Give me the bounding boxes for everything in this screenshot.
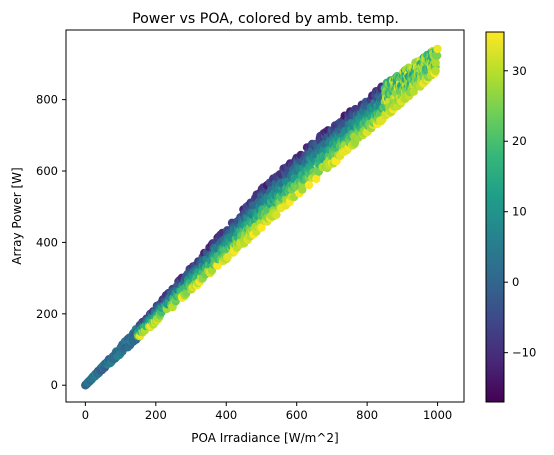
colorbar-tick-label: 30 [512,64,527,78]
scatter-point [431,66,440,76]
scatter-point [257,223,266,232]
x-tick-label: 1000 [423,408,452,422]
colorbar-tick-label: 20 [512,134,527,148]
x-axis-label: POA Irradiance [W/m^2] [191,431,338,445]
scatter-point [432,51,442,60]
x-tick-label: 800 [356,408,378,422]
scatter-point [431,58,440,67]
colorbar: −10 0 10 20 30 [485,31,536,403]
plot-frame [65,29,465,403]
x-tick-label: 400 [215,408,237,422]
y-axis-label: Array Power [W] [10,167,24,264]
plot-area [65,29,465,403]
y-tick-label: 0 [51,378,58,392]
chart-title: Power vs POA, colored by amb. temp. [132,11,399,27]
y-tick-label: 800 [36,93,58,107]
scatter-point [433,44,442,54]
scatter-point [312,174,321,184]
y-axis: 0 200 400 600 800 [36,93,66,392]
y-tick-label: 400 [36,235,58,249]
scatter-points [81,44,442,390]
scatter-point [223,253,232,262]
y-tick-label: 200 [36,307,58,321]
colorbar-ticks: −10 0 10 20 30 [504,64,536,360]
x-tick-label: 600 [286,408,308,422]
y-tick-label: 600 [36,164,58,178]
x-tick-label: 0 [82,408,89,422]
x-tick-label: 200 [145,408,167,422]
scatter-point [304,180,314,190]
colorbar-tick-label: −10 [512,346,536,360]
scatter-point [298,185,307,194]
x-axis: 0 200 400 600 800 1000 [82,402,452,422]
scatter-point [272,210,281,219]
colorbar-tick-label: 0 [512,275,519,289]
colorbar-gradient [485,31,505,403]
colorbar-tick-label: 10 [512,205,527,219]
